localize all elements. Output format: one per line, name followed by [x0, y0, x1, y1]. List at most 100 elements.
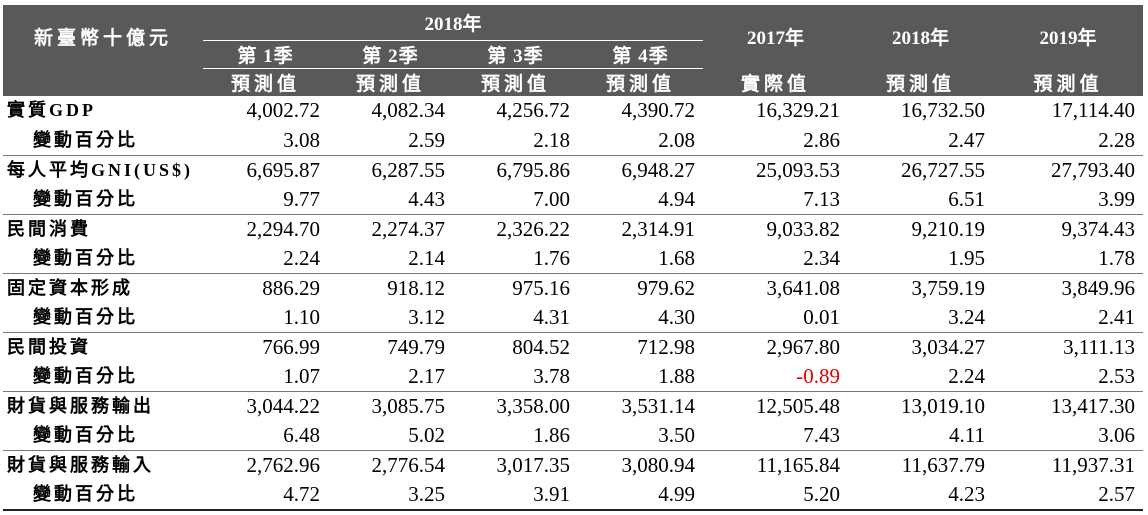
cell: 4.72 [203, 479, 328, 511]
sub-header: 預測值 [328, 68, 453, 96]
row-label: 固定資本形成 [7, 277, 133, 298]
year-header: 2019年 [993, 5, 1144, 68]
table-row: 民間投資 766.99 749.79 804.52 712.98 2,967.80 3,03… [3, 332, 1143, 362]
cell: 4.94 [578, 184, 704, 215]
cell: 7.00 [453, 184, 578, 215]
blank-header [3, 68, 203, 96]
cell: 3.50 [578, 420, 704, 451]
quarter-header: 第 1季 [203, 40, 328, 69]
cell: 2.86 [703, 125, 849, 156]
cell: 4.31 [453, 302, 578, 333]
cell: 2.41 [993, 302, 1144, 333]
cell: 3,111.13 [1063, 334, 1136, 359]
row-label: 變動百分比 [3, 243, 203, 274]
row-label: 每人平均GNI(US$) [7, 159, 194, 180]
cell: 9,210.19 [911, 216, 986, 241]
cell: 6,795.86 [496, 157, 571, 182]
cell: 4,256.72 [496, 98, 571, 123]
cell: 2.53 [993, 361, 1144, 392]
cell: 2.17 [328, 361, 453, 392]
sub-header: 實際值 [703, 68, 849, 96]
cell: 2.47 [848, 125, 994, 156]
cell: 3.78 [453, 361, 578, 392]
cell: 4.23 [848, 479, 994, 511]
cell: 2,776.54 [371, 452, 446, 477]
row-label: 變動百分比 [3, 302, 203, 333]
quarter-header: 第 2季 [328, 40, 453, 69]
cell: -0.89 [703, 361, 849, 392]
table-row: 民間消費 2,294.70 2,274.37 2,326.22 2,314.91 9,03… [3, 214, 1143, 244]
row-label: 財貨與服務輸入 [7, 454, 154, 475]
cell: 766.99 [262, 334, 320, 359]
cell: 2.24 [848, 361, 994, 392]
cell: 3.08 [203, 125, 328, 156]
cell: 0.01 [703, 302, 849, 333]
table-row: 變動百分比 2.24 2.14 1.76 1.68 2.34 1.95 1.78 [3, 243, 1144, 274]
cell: 2,314.91 [621, 216, 696, 241]
cell: 6,287.55 [371, 157, 446, 182]
cell: 2.24 [203, 243, 328, 274]
table-row: 變動百分比 4.72 3.25 3.91 4.99 5.20 4.23 2.57 [3, 479, 1144, 511]
cell: 3,017.35 [496, 452, 571, 477]
cell: 2.14 [328, 243, 453, 274]
year-header: 2018年 [848, 5, 994, 68]
cell: 2.34 [703, 243, 849, 274]
header-row: 第 1季 第 2季 第 3季 第 4季 [3, 40, 1143, 69]
table-header: 新臺幣十億元 2018年 2017年 2018年 2019年 第 1季 第 2季… [3, 5, 1144, 96]
cell: 1.78 [993, 243, 1144, 274]
cell: 16,329.21 [756, 98, 841, 123]
cell: 2.28 [993, 125, 1144, 156]
cell: 3,085.75 [371, 393, 446, 418]
cell: 2,967.80 [766, 334, 841, 359]
cell: 4,390.72 [621, 98, 696, 123]
row-label: 變動百分比 [3, 420, 203, 451]
cell: 1.86 [453, 420, 578, 451]
cell: 9,033.82 [766, 216, 841, 241]
table-row: 財貨與服務輸出 3,044.22 3,085.75 3,358.00 3,531.14 1… [3, 391, 1143, 421]
cell: 979.62 [637, 275, 696, 300]
cell: 13,019.10 [901, 393, 986, 418]
cell: 1.68 [578, 243, 704, 274]
cell: 5.02 [328, 420, 453, 451]
group-header: 2018年 [203, 5, 704, 41]
cell: 6.48 [203, 420, 328, 451]
cell: 3,531.14 [621, 393, 696, 418]
cell: 11,165.84 [756, 452, 841, 477]
cell: 804.52 [512, 334, 570, 359]
cell: 4.11 [848, 420, 994, 451]
cell: 11,637.79 [901, 452, 986, 477]
cell: 7.13 [703, 184, 849, 215]
cell: 11,937.31 [1051, 452, 1136, 477]
quarter-header: 第 4季 [578, 40, 704, 69]
cell: 3.24 [848, 302, 994, 333]
cell: 6,948.27 [621, 157, 696, 182]
cell: 6,695.87 [246, 157, 321, 182]
cell: 3,044.22 [246, 393, 321, 418]
cell: 3,759.19 [911, 275, 986, 300]
table-row: 變動百分比 3.08 2.59 2.18 2.08 2.86 2.47 2.28 [3, 125, 1144, 156]
cell: 3,080.94 [621, 452, 696, 477]
sub-header: 預測值 [453, 68, 578, 96]
data-table: 新臺幣十億元 2018年 2017年 2018年 2019年 第 1季 第 2季… [3, 5, 1144, 511]
cell: 12,505.48 [756, 393, 841, 418]
cell: 749.79 [387, 334, 445, 359]
cell: 1.88 [578, 361, 704, 392]
cell: 16,732.50 [901, 98, 986, 123]
cell: 6.51 [848, 184, 994, 215]
cell: 7.43 [703, 420, 849, 451]
sub-header: 預測值 [848, 68, 994, 96]
sub-header: 預測值 [993, 68, 1144, 96]
table-body: 實質GDP 4,002.72 4,082.34 4,256.72 4,390.72 16,… [3, 96, 1144, 511]
table-row: 變動百分比 1.07 2.17 3.78 1.88 -0.89 2.24 2.53 [3, 361, 1144, 392]
table-row: 每人平均GNI(US$) 6,695.87 6,287.55 6,795.86 6,94… [3, 155, 1143, 185]
cell: 2,294.70 [246, 216, 321, 241]
cell: 3.25 [328, 479, 453, 511]
cell: 13,417.30 [1051, 393, 1136, 418]
cell: 27,793.40 [1051, 157, 1136, 182]
cell: 9,374.43 [1061, 216, 1136, 241]
cell: 2.08 [578, 125, 704, 156]
row-label: 變動百分比 [3, 184, 203, 215]
table-wrap: 新臺幣十億元 2018年 2017年 2018年 2019年 第 1季 第 2季… [3, 5, 1144, 511]
header-row: 預測值 預測值 預測值 預測值 實際值 預測值 預測值 [3, 68, 1144, 96]
